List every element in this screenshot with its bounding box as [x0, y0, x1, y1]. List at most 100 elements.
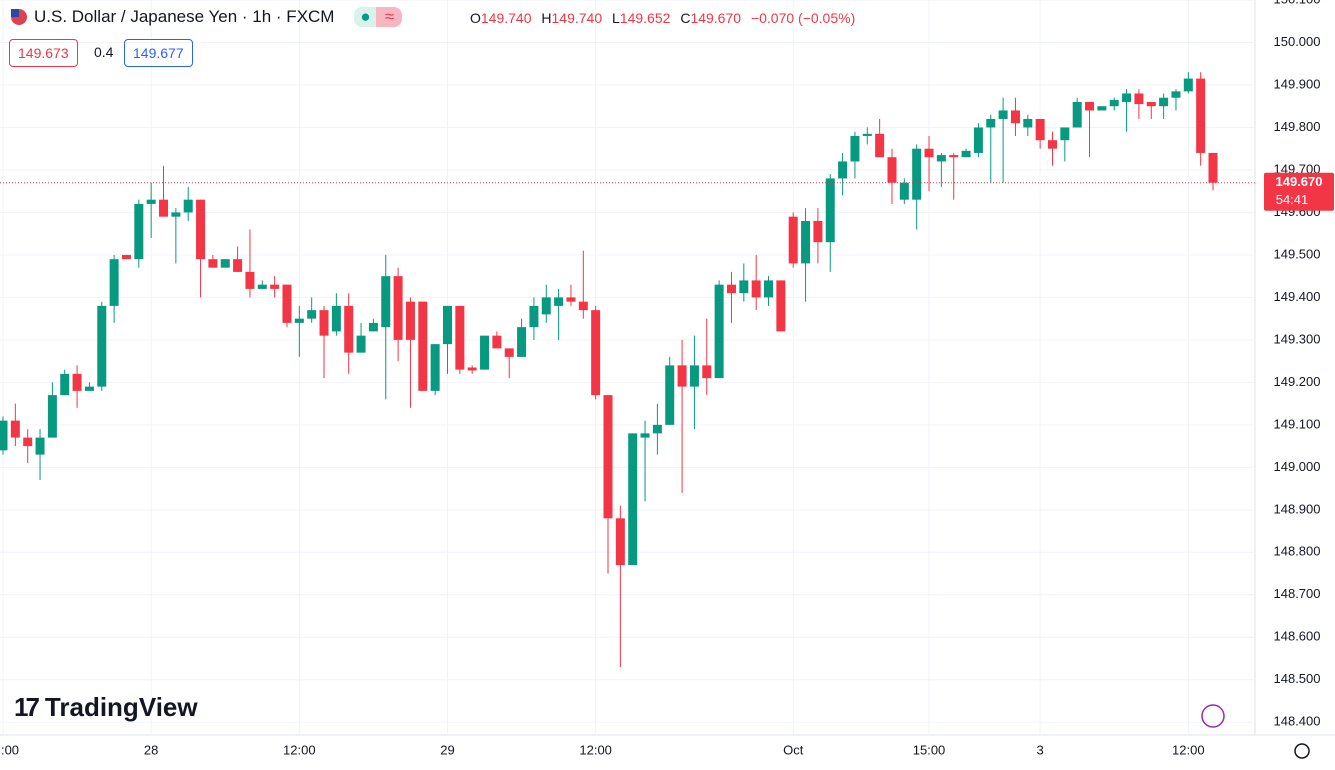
candle-body [1134, 93, 1144, 105]
x-tick-label: 29 [440, 742, 454, 757]
candle-body [134, 203, 144, 260]
candle-body [628, 433, 638, 566]
candle-body [331, 305, 341, 332]
candle-body [1035, 118, 1045, 141]
settings-icon [1294, 743, 1310, 759]
candle-body [455, 305, 465, 370]
candle-body [146, 199, 156, 204]
ohlc-legend: O149.740 H149.740 L149.652 C149.670 −0.0… [464, 10, 855, 26]
candle-body [344, 305, 354, 353]
candle-body [245, 271, 255, 289]
spread: 0.4 [94, 44, 114, 60]
candle-body [689, 365, 699, 387]
candle-body [1072, 101, 1082, 128]
y-tick-label: 148.700 [1274, 586, 1321, 601]
candle-body [813, 220, 823, 243]
candle-body [998, 110, 1008, 119]
candle-body [47, 395, 57, 438]
status-icons[interactable]: ● ≈ [354, 7, 403, 27]
open-key: O [470, 10, 481, 26]
candle-body [702, 365, 712, 379]
y-tick-label: 149.300 [1274, 331, 1321, 346]
candle-body [467, 367, 477, 371]
high-key: H [541, 10, 552, 26]
candle-body [220, 259, 230, 268]
last-price-tag [1264, 172, 1334, 211]
sell-button[interactable]: 149.673 [9, 39, 78, 67]
candle-body [566, 297, 576, 302]
candle-body [480, 335, 490, 370]
flag-icon [11, 9, 27, 25]
low-value: 149.652 [619, 10, 671, 26]
y-tick-label: 150.000 [1274, 34, 1321, 49]
watermark-text: TradingView [44, 692, 198, 722]
x-tick-label: 3 [1037, 742, 1044, 757]
candle-body [529, 305, 539, 328]
y-tick-label: 149.800 [1274, 119, 1321, 134]
buy-button[interactable]: 149.677 [124, 39, 193, 67]
candle-body [368, 322, 378, 332]
candle-body [307, 310, 317, 319]
candle-body [1060, 127, 1070, 141]
candle-body [492, 335, 502, 349]
candle-body [159, 199, 169, 217]
y-tick-label: 149.900 [1274, 76, 1321, 91]
candle-body [282, 284, 292, 323]
candle-body [504, 348, 514, 357]
candle-body [393, 276, 403, 340]
candle-body [554, 297, 564, 306]
candle-body [72, 373, 82, 391]
flash-icon [1201, 704, 1225, 728]
candle-body [949, 155, 959, 158]
candle-body [825, 178, 835, 243]
x-tick-label: :00 [1, 742, 19, 757]
candle-body [319, 310, 329, 336]
close-value: 149.670 [690, 10, 742, 26]
candle-body [418, 301, 428, 391]
candle-body [10, 420, 20, 438]
candle-body [1159, 97, 1169, 107]
y-tick-label: 148.500 [1274, 671, 1321, 686]
symbol-title[interactable]: U.S. Dollar / Japanese Yen · 1h · FXCM [34, 7, 335, 26]
candle-body [961, 150, 971, 158]
candle-body [0, 420, 8, 451]
candle-body [912, 148, 922, 200]
candle-body [1146, 101, 1156, 107]
y-tick-label: 148.900 [1274, 501, 1321, 516]
candle-body [60, 373, 70, 396]
watermark: 17 TradingView [14, 692, 198, 722]
symbol-header[interactable]: U.S. Dollar / Japanese Yen · 1h · FXCM ●… [10, 7, 403, 27]
y-tick-label: 149.000 [1274, 459, 1321, 474]
candle-body [739, 280, 749, 294]
y-tick-label: 148.400 [1274, 714, 1321, 729]
candle-body [838, 161, 848, 179]
candle-body [899, 182, 909, 200]
candle-body [677, 365, 687, 387]
candle-body [84, 386, 94, 391]
candle-body [591, 310, 601, 396]
y-tick-label: 149.700 [1274, 161, 1321, 176]
candle-body [196, 199, 206, 260]
y-tick-label: 148.600 [1274, 629, 1321, 644]
candle-body [973, 127, 983, 153]
candle-body [97, 305, 107, 387]
candle-body [121, 254, 131, 260]
candle-body [850, 135, 860, 162]
countdown-label: 54:41 [1276, 192, 1309, 207]
candle-body [270, 284, 280, 289]
candle-body [788, 216, 798, 264]
x-tick-label: 12:00 [1172, 742, 1205, 757]
high-value: 149.740 [551, 10, 603, 26]
y-tick-label: 150.100 [1274, 0, 1321, 6]
open-value: 149.740 [480, 10, 532, 26]
candle-body [875, 133, 885, 158]
candle-body [183, 199, 193, 213]
candle-body [23, 437, 33, 447]
candle-body [714, 284, 724, 379]
candle-body [603, 395, 613, 519]
candle-body [541, 297, 551, 315]
x-tick-label: 12:00 [579, 742, 612, 757]
candle-body [294, 318, 304, 323]
candle-body [35, 437, 45, 455]
